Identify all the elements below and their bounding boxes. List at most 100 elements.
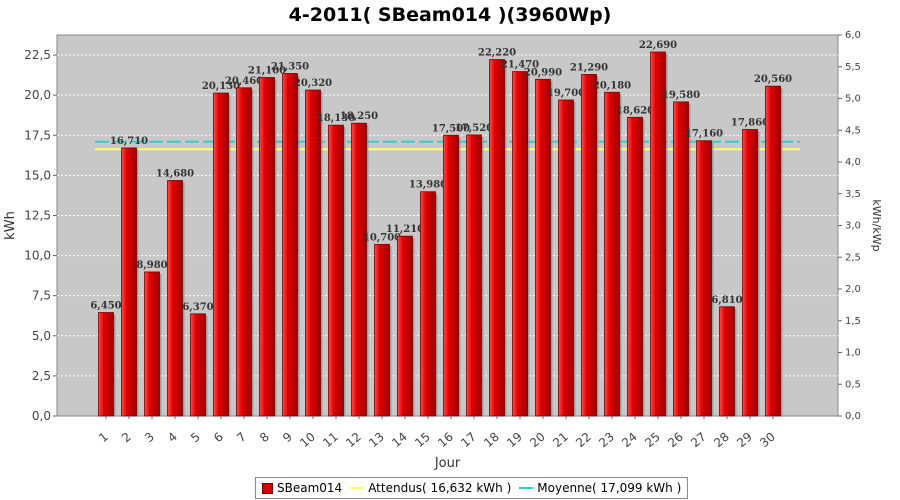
x-tick-label: 4 <box>165 430 180 446</box>
bar-value-label: 20,990 <box>524 67 562 78</box>
y-tick-label: 5,0 <box>32 329 51 343</box>
bar-value-label: 21,100 <box>248 66 286 77</box>
bar-value-label: 18,130 <box>317 113 355 124</box>
bar-value-label: 17,500 <box>432 123 470 134</box>
x-tick-label: 28 <box>711 430 732 451</box>
bar-value-label: 6,370 <box>182 302 213 313</box>
x-tick-label: 25 <box>642 430 663 451</box>
bar <box>121 147 137 417</box>
y2-tick-label: 5,5 <box>845 62 861 73</box>
x-axis-title: Jour <box>434 456 461 471</box>
bar <box>213 92 229 417</box>
bar <box>627 116 643 417</box>
x-tick-label: 7 <box>234 430 249 446</box>
x-tick-label: 3 <box>142 430 157 446</box>
bar-value-label: 13,980 <box>409 180 447 191</box>
y2-axis-title: kWh/kWp <box>870 199 883 251</box>
bar-value-label: 6,810 <box>711 295 742 306</box>
bar <box>443 134 459 417</box>
y-tick-label: 7,5 <box>32 289 51 303</box>
y2-tick-label: 0,5 <box>845 379 861 390</box>
bar-value-label: 21,350 <box>271 62 309 73</box>
bar-value-label: 6,450 <box>90 301 121 312</box>
y-tick-label: 22,5 <box>24 48 51 62</box>
bar <box>351 122 367 417</box>
bar-value-label: 20,180 <box>593 80 631 91</box>
x-tick-label: 11 <box>320 430 341 451</box>
bar <box>305 89 321 417</box>
bar-value-label: 14,680 <box>156 169 194 180</box>
y-tick-label: 10,0 <box>24 249 51 263</box>
y2-tick-label: 4,5 <box>845 125 861 136</box>
bar <box>650 51 666 417</box>
bar <box>98 312 114 417</box>
x-tick-label: 29 <box>734 430 755 451</box>
y-axis-title: kWh <box>3 211 18 240</box>
bar-value-label: 20,560 <box>754 74 792 85</box>
legend-swatch-attendus <box>350 487 365 489</box>
y2-tick-label: 1,0 <box>845 348 861 359</box>
y2-tick-label: 2,5 <box>845 252 861 263</box>
bar-value-label: 19,700 <box>547 88 585 99</box>
y-tick-label: 0,0 <box>32 409 51 423</box>
bar-value-label: 17,860 <box>731 117 769 128</box>
bar <box>558 99 574 417</box>
bar-value-label: 21,290 <box>570 62 608 73</box>
y2-tick-label: 0,0 <box>845 411 861 422</box>
bar <box>236 87 252 417</box>
x-tick-label: 2 <box>119 430 134 446</box>
bar <box>742 129 758 417</box>
x-tick-label: 14 <box>389 430 410 451</box>
chart-legend: SBeam014 Attendus( 16,632 kWh ) Moyenne(… <box>255 477 689 499</box>
chart-title: 4-2011( SBeam014 )(3960Wp) <box>288 4 612 26</box>
x-tick-label: 20 <box>527 430 548 451</box>
y2-tick-label: 2,0 <box>845 284 861 295</box>
x-tick-label: 9 <box>280 430 295 446</box>
legend-swatch-series <box>262 482 273 494</box>
x-tick-label: 30 <box>757 430 778 451</box>
bar-value-label: 20,460 <box>225 76 263 87</box>
bar <box>282 73 298 417</box>
y2-tick-label: 5,0 <box>845 94 861 105</box>
y-tick-label: 17,5 <box>24 128 51 142</box>
y-tick-label: 2,5 <box>32 369 51 383</box>
bar-value-label: 20,130 <box>202 81 240 92</box>
bar <box>466 134 482 417</box>
x-tick-label: 12 <box>343 430 364 451</box>
legend-label-series: SBeam014 <box>277 481 343 495</box>
x-tick-label: 10 <box>297 430 318 451</box>
bar <box>696 140 712 417</box>
y2-tick-label: 3,5 <box>845 189 861 200</box>
bar <box>535 78 551 417</box>
bar <box>604 91 620 417</box>
x-tick-label: 16 <box>435 430 456 451</box>
y-tick-label: 15,0 <box>24 168 51 182</box>
x-tick-label: 23 <box>596 430 617 451</box>
x-tick-label: 18 <box>481 430 502 451</box>
bar-value-label: 22,220 <box>478 48 516 59</box>
y2-tick-label: 1,5 <box>845 316 861 327</box>
bar <box>512 71 528 417</box>
bar <box>328 124 344 417</box>
bar <box>420 191 436 417</box>
bar-value-label: 18,620 <box>616 105 654 116</box>
x-tick-label: 26 <box>665 430 686 451</box>
legend-swatch-moyenne <box>519 487 534 489</box>
bar <box>673 101 689 417</box>
y2-tick-label: 3,0 <box>845 221 861 232</box>
x-tick-label: 21 <box>550 430 571 451</box>
x-tick-label: 6 <box>211 430 226 446</box>
legend-item-moyenne: Moyenne( 17,099 kWh ) <box>519 481 681 495</box>
bar-value-label: 16,710 <box>110 136 148 147</box>
x-tick-label: 8 <box>257 430 272 446</box>
y-tick-label: 20,0 <box>24 88 51 102</box>
x-tick-label: 19 <box>504 430 525 451</box>
bar <box>719 306 735 417</box>
bar-value-label: 10,700 <box>363 232 401 243</box>
bar <box>374 243 390 417</box>
bar-value-label: 8,980 <box>136 260 167 271</box>
bar-value-label: 17,160 <box>685 129 723 140</box>
bar <box>190 313 206 417</box>
x-tick-label: 24 <box>619 430 640 451</box>
bar <box>581 74 597 417</box>
